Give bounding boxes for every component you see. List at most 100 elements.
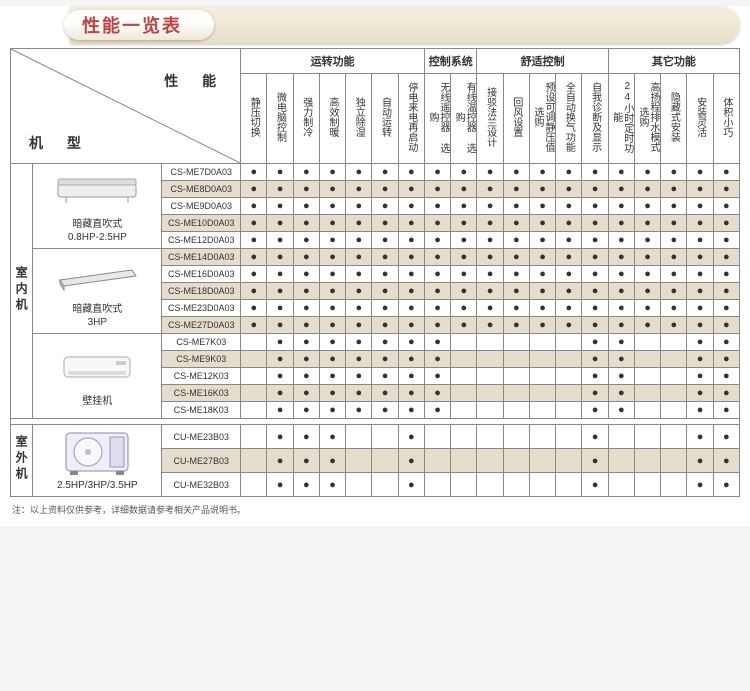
feature-dot: ●	[398, 198, 424, 215]
feature-dot: ●	[687, 449, 713, 473]
feature-dot: ●	[713, 164, 739, 181]
feature-dot: ●	[424, 232, 450, 249]
feature-dot: ●	[661, 266, 687, 283]
feature-dot: ●	[582, 181, 608, 198]
group-header: 运转功能	[241, 49, 425, 74]
feature-dot: ●	[661, 164, 687, 181]
feature-dot: ●	[634, 317, 660, 334]
feature-dot	[661, 334, 687, 351]
feature-dot: ●	[267, 351, 293, 368]
feature-dot: ●	[582, 266, 608, 283]
feature-dot	[529, 402, 555, 419]
feature-dot: ●	[608, 266, 634, 283]
feature-dot: ●	[634, 181, 660, 198]
feature-dot: ●	[661, 232, 687, 249]
feature-dot: ●	[319, 402, 345, 419]
feature-dot	[451, 385, 477, 402]
feature-dot	[241, 351, 267, 368]
feature-dot: ●	[661, 300, 687, 317]
feature-dot	[477, 473, 503, 497]
model-cell: CS-ME16D0A03	[162, 266, 241, 283]
feature-dot: ●	[267, 181, 293, 198]
title-bar: 性能一览表	[70, 6, 740, 44]
feature-dot	[477, 385, 503, 402]
feature-dot: ●	[319, 266, 345, 283]
feature-dot: ●	[346, 334, 372, 351]
feature-dot: ●	[529, 181, 555, 198]
feature-dot	[634, 473, 660, 497]
feature-header: 高扬程排水模式 选购	[634, 74, 660, 164]
feature-header: 停电来电再启动	[398, 74, 424, 164]
feature-dot: ●	[713, 368, 739, 385]
feature-dot: ●	[241, 181, 267, 198]
feature-dot: ●	[241, 198, 267, 215]
feature-dot	[634, 449, 660, 473]
feature-dot: ●	[424, 215, 450, 232]
feature-dot: ●	[477, 215, 503, 232]
feature-dot: ●	[293, 368, 319, 385]
feature-dot: ●	[241, 317, 267, 334]
feature-dot: ●	[582, 385, 608, 402]
feature-dot: ●	[293, 232, 319, 249]
feature-dot: ●	[319, 351, 345, 368]
feature-dot	[241, 425, 267, 449]
page-title: 性能一览表	[64, 10, 214, 40]
feature-dot: ●	[687, 317, 713, 334]
feature-dot: ●	[346, 368, 372, 385]
corner-model-label: 机 型	[29, 133, 91, 153]
feature-dot: ●	[582, 368, 608, 385]
feature-dot: ●	[582, 300, 608, 317]
feature-dot: ●	[293, 249, 319, 266]
feature-dot	[661, 402, 687, 419]
feature-dot: ●	[319, 249, 345, 266]
feature-dot: ●	[477, 266, 503, 283]
feature-dot: ●	[267, 473, 293, 497]
page: 性能一览表 性 能 机 型 运转功能控制系统舒适控制其它功能 静压切换微电脑控制…	[0, 6, 750, 526]
feature-dot: ●	[267, 317, 293, 334]
feature-dot: ●	[556, 198, 582, 215]
feature-dot: ●	[372, 402, 398, 419]
feature-dot: ●	[608, 334, 634, 351]
feature-dot	[477, 425, 503, 449]
feature-dot: ●	[582, 232, 608, 249]
feature-dot: ●	[346, 249, 372, 266]
feature-dot: ●	[267, 385, 293, 402]
feature-dot: ●	[713, 402, 739, 419]
feature-dot: ●	[319, 215, 345, 232]
feature-dot: ●	[556, 266, 582, 283]
feature-dot: ●	[346, 232, 372, 249]
feature-dot: ●	[319, 334, 345, 351]
feature-dot: ●	[634, 232, 660, 249]
feature-dot	[503, 385, 529, 402]
feature-dot: ●	[346, 215, 372, 232]
feature-dot: ●	[293, 215, 319, 232]
feature-dot: ●	[687, 164, 713, 181]
feature-dot	[556, 449, 582, 473]
feature-dot: ●	[661, 283, 687, 300]
feature-dot	[477, 449, 503, 473]
feature-dot: ●	[372, 385, 398, 402]
product-image	[35, 345, 159, 391]
feature-dot	[661, 368, 687, 385]
feature-header: 自动运转	[372, 74, 398, 164]
feature-dot: ●	[713, 232, 739, 249]
feature-dot: ●	[372, 283, 398, 300]
feature-dot: ●	[372, 317, 398, 334]
feature-dot: ●	[529, 283, 555, 300]
feature-dot: ●	[661, 317, 687, 334]
feature-dot: ●	[713, 473, 739, 497]
feature-dot: ●	[713, 334, 739, 351]
feature-dot: ●	[582, 164, 608, 181]
product-sub: 2.5HP/3HP/3.5HP	[35, 479, 159, 492]
feature-dot: ●	[267, 402, 293, 419]
feature-dot: ●	[241, 215, 267, 232]
feature-dot: ●	[503, 266, 529, 283]
group-header: 其它功能	[608, 49, 739, 74]
feature-dot: ●	[608, 283, 634, 300]
feature-dot: ●	[319, 283, 345, 300]
feature-dot: ●	[608, 317, 634, 334]
feature-dot: ●	[529, 266, 555, 283]
feature-dot: ●	[319, 181, 345, 198]
feature-dot: ●	[451, 181, 477, 198]
feature-dot: ●	[398, 215, 424, 232]
